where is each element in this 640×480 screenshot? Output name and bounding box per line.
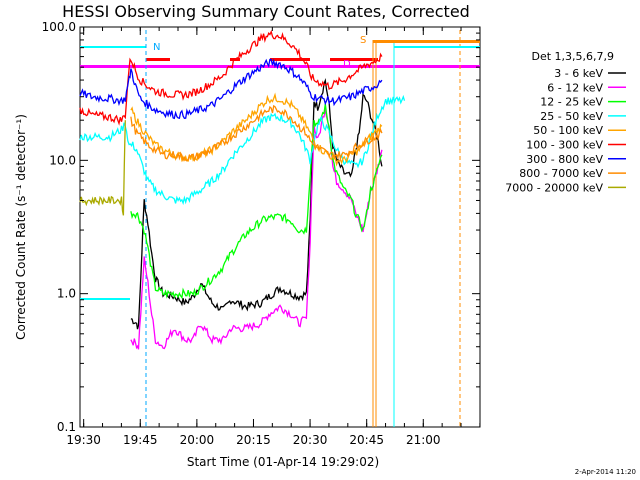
legend-label: 25 - 50 keV bbox=[540, 110, 603, 123]
legend-label: 6 - 12 keV bbox=[547, 81, 603, 94]
plot-area: N S D 0.1 1.0 10.0 100.0 19:30 19:45 20:00 20:15 2… bbox=[42, 20, 481, 447]
x-tick-label: 20:30 bbox=[293, 433, 328, 447]
chart-title: HESSI Observing Summary Count Rates, Cor… bbox=[62, 2, 470, 21]
series-line-7000-20000-kev bbox=[79, 120, 126, 216]
legend-label: 12 - 25 keV bbox=[540, 96, 603, 109]
footer-date: 2-Apr-2014 11:20 bbox=[575, 468, 636, 476]
legend-label: 3 - 6 keV bbox=[554, 67, 603, 80]
x-tick-label: 19:30 bbox=[66, 433, 101, 447]
series-line-300-800-kev bbox=[79, 58, 383, 120]
overlay-orange-top-band bbox=[373, 40, 480, 43]
overlay-red-seg-3 bbox=[270, 58, 310, 61]
overlay-magenta-band bbox=[80, 65, 480, 68]
x-tick-label: 19:45 bbox=[123, 433, 158, 447]
legend-label: 100 - 300 keV bbox=[526, 139, 603, 152]
y-tick-label: 10.0 bbox=[49, 153, 76, 167]
plot-frame bbox=[79, 26, 481, 428]
overlay-red-seg-4 bbox=[330, 58, 378, 61]
legend-label: 300 - 800 keV bbox=[526, 153, 603, 166]
series-line-100-300-kev bbox=[79, 29, 383, 126]
series-line-12-25-kev bbox=[130, 103, 383, 300]
x-axis-label: Start Time (01-Apr-14 19:29:02) bbox=[187, 455, 379, 469]
legend-label: 7000 - 20000 keV bbox=[505, 181, 603, 194]
series-line-6-12-kev bbox=[130, 109, 383, 350]
legend-label: 800 - 7000 keV bbox=[519, 167, 603, 180]
legend-title: Det 1,3,5,6,7,9 bbox=[531, 50, 614, 63]
y-axis-label: Corrected Count Rate (s⁻¹ detector⁻¹) bbox=[14, 114, 28, 340]
instrument-state-overlays: N S D bbox=[80, 30, 480, 427]
y-tick-label: 1.0 bbox=[57, 287, 76, 301]
x-tick-label: 20:45 bbox=[349, 433, 384, 447]
legend-label: 50 - 100 keV bbox=[533, 124, 603, 137]
axis-ticks: 0.1 1.0 10.0 100.0 19:30 19:45 20:00 20:15 20:30… bbox=[42, 20, 481, 447]
x-tick-label: 20:15 bbox=[236, 433, 271, 447]
series-line-25-50-kev bbox=[79, 94, 406, 206]
overlay-cyan-top-right bbox=[394, 46, 480, 48]
x-tick-label: 21:00 bbox=[406, 433, 441, 447]
x-tick-label: 20:00 bbox=[180, 433, 215, 447]
y-tick-label: 0.1 bbox=[57, 420, 76, 434]
overlay-cyan-top-left bbox=[80, 46, 146, 48]
annotation-n: N bbox=[153, 42, 160, 53]
overlay-cyan-bottom-left bbox=[80, 298, 130, 300]
annotation-s: S bbox=[360, 35, 366, 46]
series-layer bbox=[79, 29, 406, 350]
annotation-d: D bbox=[343, 59, 351, 70]
y-tick-label: 100.0 bbox=[42, 20, 76, 34]
series-line-800-7000-kev bbox=[130, 104, 383, 163]
overlay-red-seg-1 bbox=[146, 58, 170, 61]
